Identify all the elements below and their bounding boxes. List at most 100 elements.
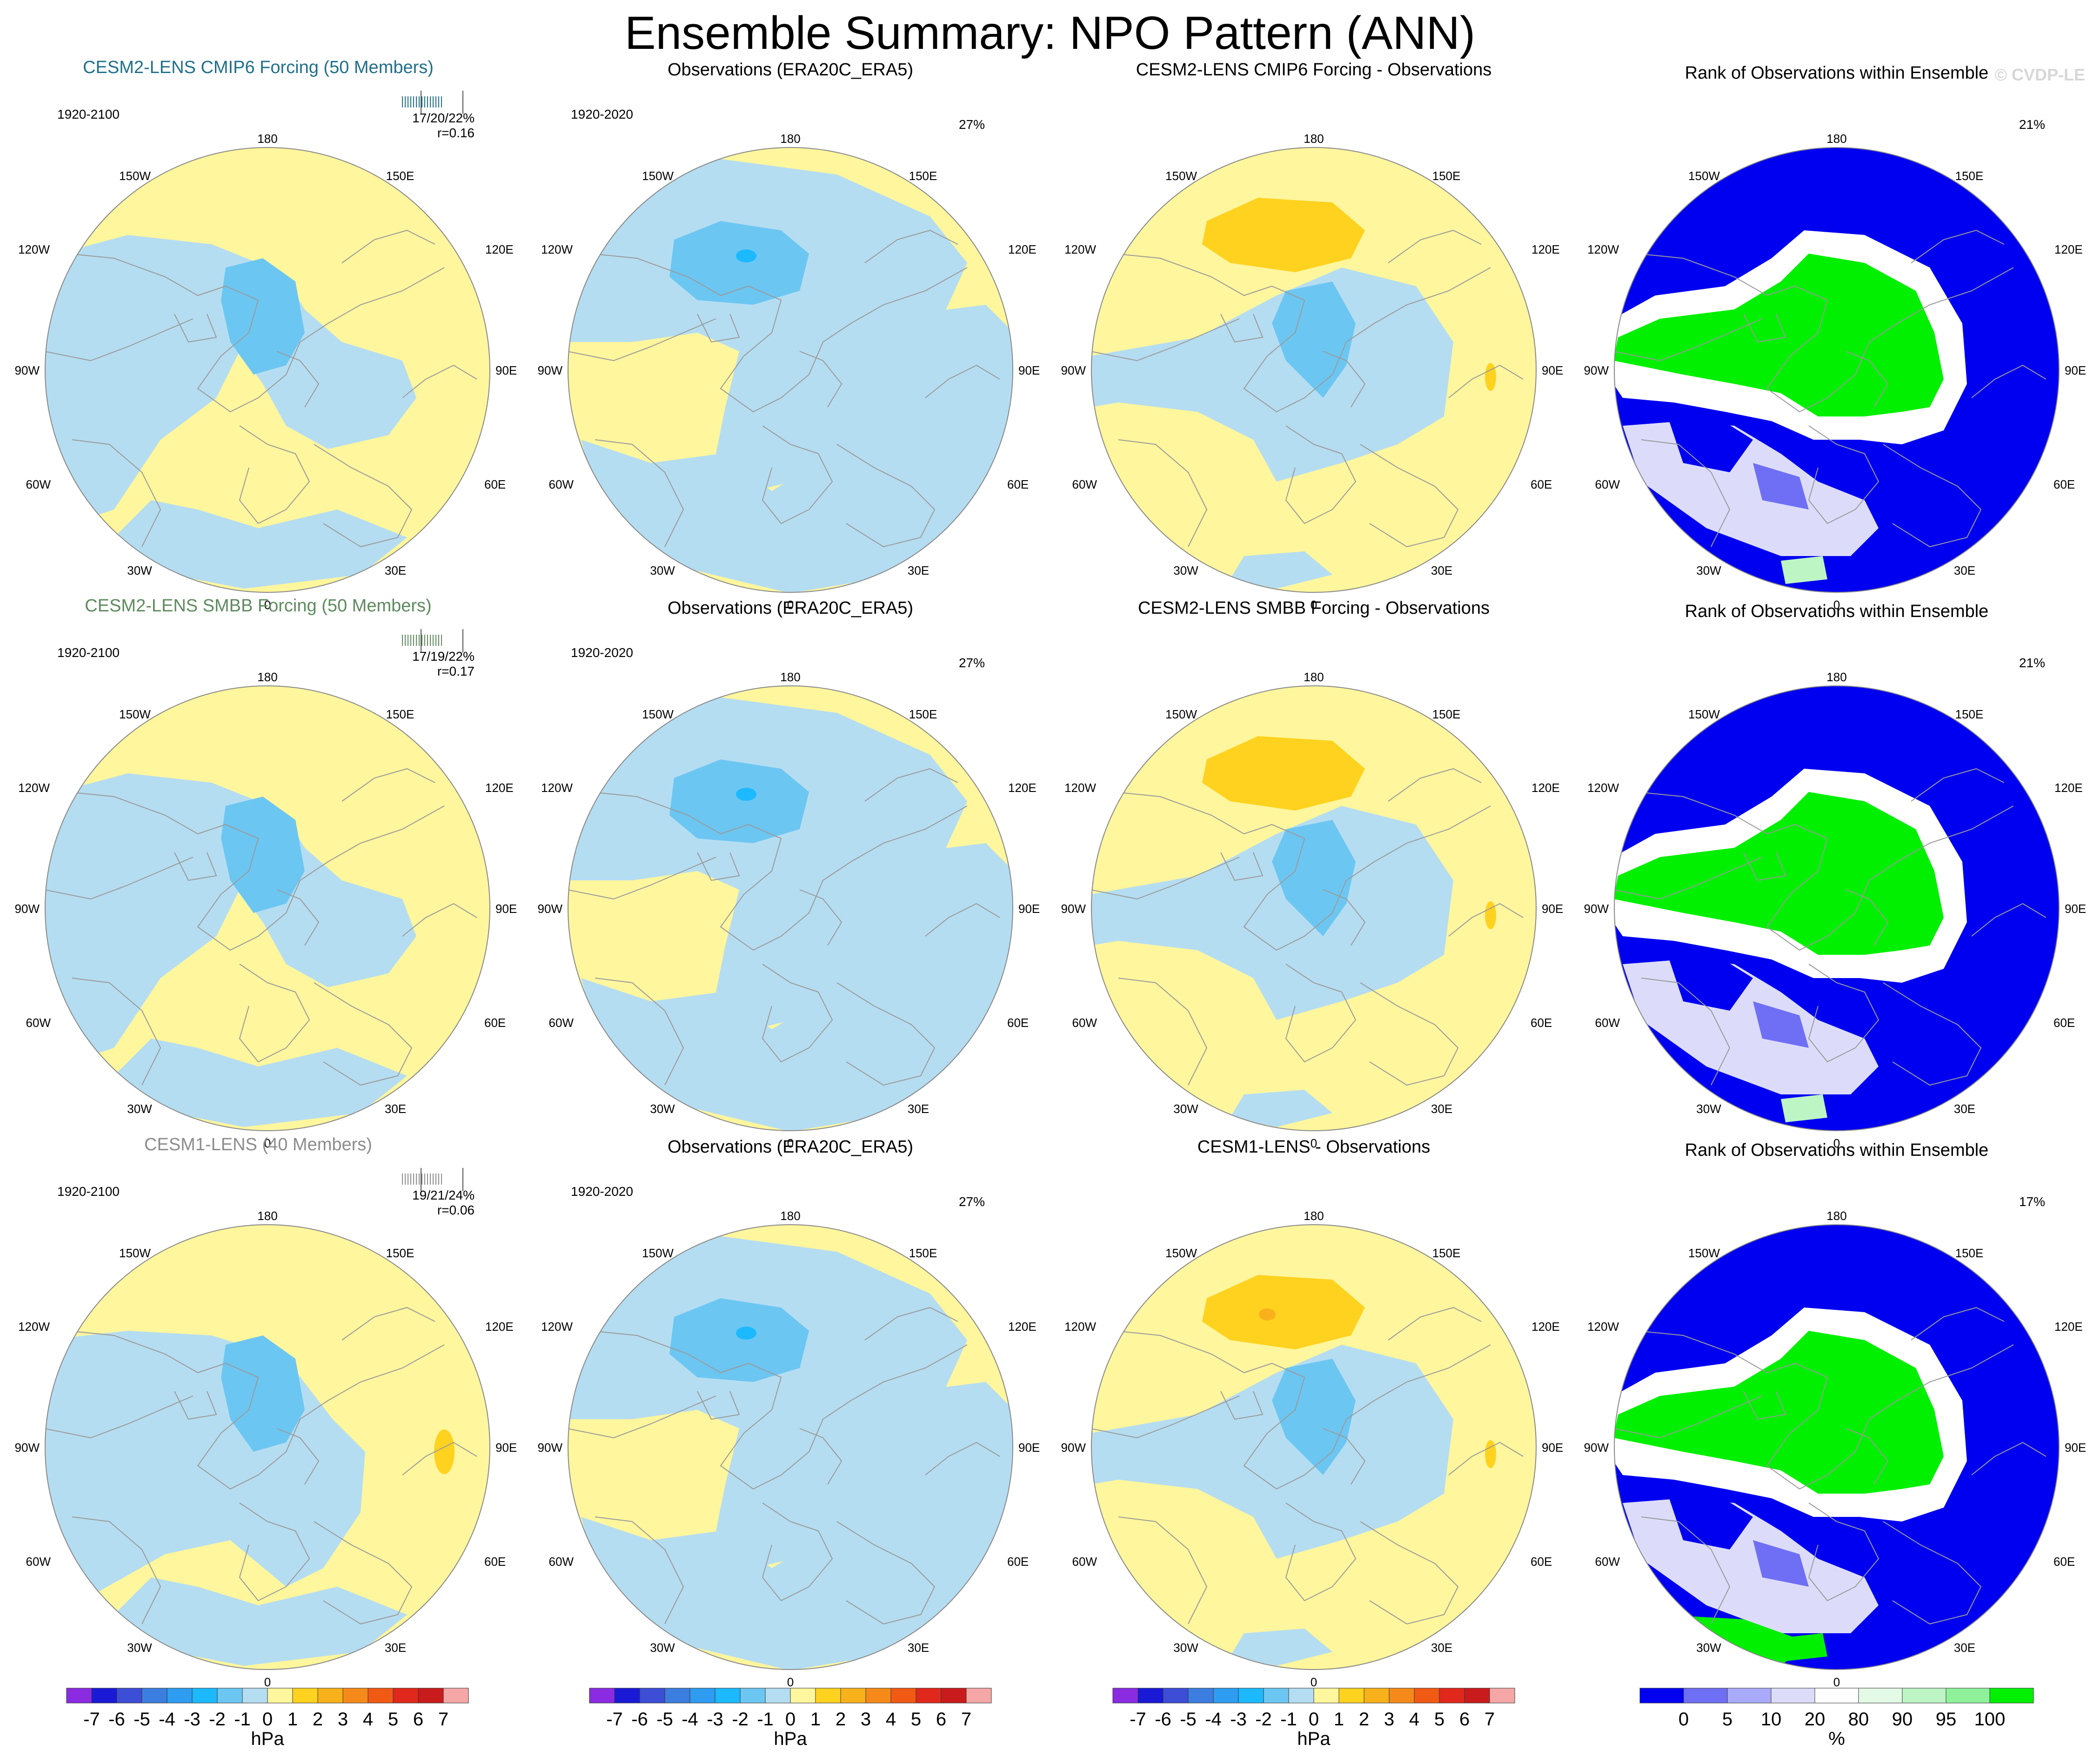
colorbar-tick-label: -1 [1280, 1709, 1297, 1730]
negative-anomaly-core [669, 759, 809, 843]
longitude-label-lower-left: 60W [549, 477, 574, 491]
colorbar-tick-label: -4 [1205, 1709, 1222, 1730]
longitude-label-top: 180 [780, 670, 800, 684]
colorbar-tick-label: 6 [1459, 1709, 1470, 1730]
colorbar-bin [1188, 1688, 1214, 1703]
rank-above-95pct-region [1614, 254, 1944, 416]
colorbar-tick-label: 0 [1309, 1709, 1319, 1730]
longitude-label-mid-left: 120W [18, 1320, 50, 1334]
map-boundary [568, 685, 1013, 1131]
ensemble-panel-title: CESM2-LENS CMIP6 Forcing (50 Members) [83, 58, 434, 77]
longitude-label-mid-left: 120W [541, 242, 573, 256]
colorbar-bin [91, 1688, 117, 1703]
colorbar-tick-label: -6 [108, 1709, 125, 1730]
colorbar-bin [342, 1688, 368, 1703]
longitude-label-upper-left: 150W [1165, 169, 1197, 183]
longitude-label-right: 90E [1018, 1441, 1040, 1455]
negative-anomaly-south [114, 500, 407, 589]
colorbar-bin [1389, 1688, 1415, 1703]
negative-anomaly-south [581, 305, 1013, 592]
longitude-label-lower-left: 60W [1072, 1555, 1097, 1569]
longitude-label-bottom-left: 30W [650, 563, 675, 577]
colorbar-tick-label: 2 [836, 1709, 846, 1730]
negative-anomaly-south [114, 1039, 407, 1127]
positive-difference-spot [1485, 363, 1496, 391]
negative-difference-south [1230, 1629, 1332, 1666]
longitude-label-top: 180 [257, 132, 277, 146]
colorbar-tick-label: 4 [1409, 1709, 1419, 1730]
longitude-label-mid-left: 120W [1064, 242, 1096, 256]
longitude-label-upper-left: 150W [642, 707, 674, 721]
longitude-label-upper-right: 150E [1955, 169, 1984, 183]
longitude-label-lower-left: 60W [1595, 1555, 1620, 1569]
colorbar-bin [443, 1688, 469, 1703]
rank-panel-title: Rank of Observations within Ensemble [1685, 1140, 1989, 1160]
longitude-label-mid-left: 120W [1587, 1320, 1619, 1334]
colorbar-bin [116, 1688, 142, 1703]
positive-difference-spot [1485, 901, 1496, 929]
member-spread-ticks [402, 1168, 463, 1191]
colorbar-bin [715, 1688, 741, 1703]
longitude-label-upper-left: 150W [119, 1246, 151, 1260]
longitude-label-mid-left: 120W [541, 1320, 573, 1334]
longitude-label-right: 90E [495, 363, 517, 377]
longitude-label-bottom-left: 30W [650, 1641, 675, 1655]
rank-panel-title: Rank of Observations within Ensemble [1685, 63, 1989, 83]
negative-anomaly-south [581, 1382, 1013, 1670]
negative-anomaly-core [221, 797, 305, 913]
longitude-label-lower-left: 60W [1595, 1016, 1620, 1030]
colorbar-bin [1902, 1688, 1946, 1703]
colorbar-bin [418, 1688, 444, 1703]
watermark: © CVDP-LE [1994, 65, 2085, 84]
longitude-label-bottom: 0 [1833, 1136, 1840, 1150]
colorbar-tick-label: 7 [961, 1709, 971, 1730]
observations-panel-title: Observations (ERA20C_ERA5) [668, 598, 913, 618]
negative-anomaly-region [45, 235, 416, 523]
longitude-label-upper-right: 150E [1432, 1246, 1461, 1260]
colorbar-bin [740, 1688, 766, 1703]
longitude-label-right: 90E [495, 902, 517, 916]
slp-colorbar: -7 -6 -5 -4 -3 -2 -1 0 1 2 3 4 5 6 7 hPa [66, 1688, 469, 1749]
observations-variance-pct: 27% [959, 1194, 985, 1209]
longitude-label-bottom-left: 30W [1696, 1641, 1721, 1655]
colorbar-tick-label: 5 [388, 1709, 398, 1730]
difference-panel-title: CESM2-LENS SMBB Forcing - Observations [1138, 598, 1490, 618]
longitude-label-lower-right: 60E [484, 1016, 506, 1030]
longitude-label-upper-left: 150W [1165, 707, 1197, 721]
colorbar-tick-label: -7 [83, 1709, 100, 1730]
difference-panel-title: CESM1-LENS - Observations [1197, 1137, 1431, 1157]
rank-5-10pct-patch [1753, 1001, 1809, 1048]
longitude-label-bottom: 0 [787, 1136, 794, 1150]
longitude-label-bottom-left: 30W [1173, 563, 1198, 577]
ensemble-map-panel: CESM2-LENS SMBB Forcing (50 Members) 1920… [15, 596, 517, 1150]
colorbar-bin [242, 1688, 268, 1703]
colorbar-tick-label: 2 [313, 1709, 323, 1730]
page-title: Ensemble Summary: NPO Pattern (ANN) [624, 7, 1476, 59]
colorbar-tick-label: -2 [209, 1709, 226, 1730]
ensemble-pattern-correlation: r=0.16 [437, 126, 475, 140]
longitude-label-lower-right: 60E [1007, 477, 1029, 491]
longitude-label-upper-left: 150W [119, 169, 151, 183]
rank-colorbar: 0 5 10 20 80 90 95 100% [1639, 1688, 2034, 1749]
positive-difference-region [1202, 1275, 1365, 1349]
colorbar-bin [614, 1688, 640, 1703]
longitude-label-top: 180 [1826, 132, 1846, 146]
colorbar-tick-label: -2 [732, 1709, 749, 1730]
longitude-label-bottom-left: 30W [650, 1102, 675, 1116]
map-boundary [1614, 685, 2060, 1131]
colorbar-bin [292, 1688, 318, 1703]
longitude-label-left: 90W [1584, 1441, 1609, 1455]
longitude-label-upper-left: 150W [119, 707, 151, 721]
negative-anomaly-region [568, 694, 967, 1029]
longitude-label-mid-left: 120W [541, 781, 573, 795]
longitude-label-lower-right: 60E [1531, 1555, 1552, 1569]
rank-high-south-patch [1781, 1094, 1827, 1122]
longitude-label-bottom: 0 [1311, 1136, 1317, 1150]
longitude-label-bottom-left: 30W [127, 563, 152, 577]
colorbar-bin [1364, 1688, 1390, 1703]
longitude-label-left: 90W [1061, 363, 1086, 377]
colorbar-tick-label: -3 [1230, 1709, 1247, 1730]
observations-period: 1920-2020 [571, 645, 633, 660]
colorbar-bin [765, 1688, 791, 1703]
longitude-label-lower-right: 60E [2053, 477, 2075, 491]
